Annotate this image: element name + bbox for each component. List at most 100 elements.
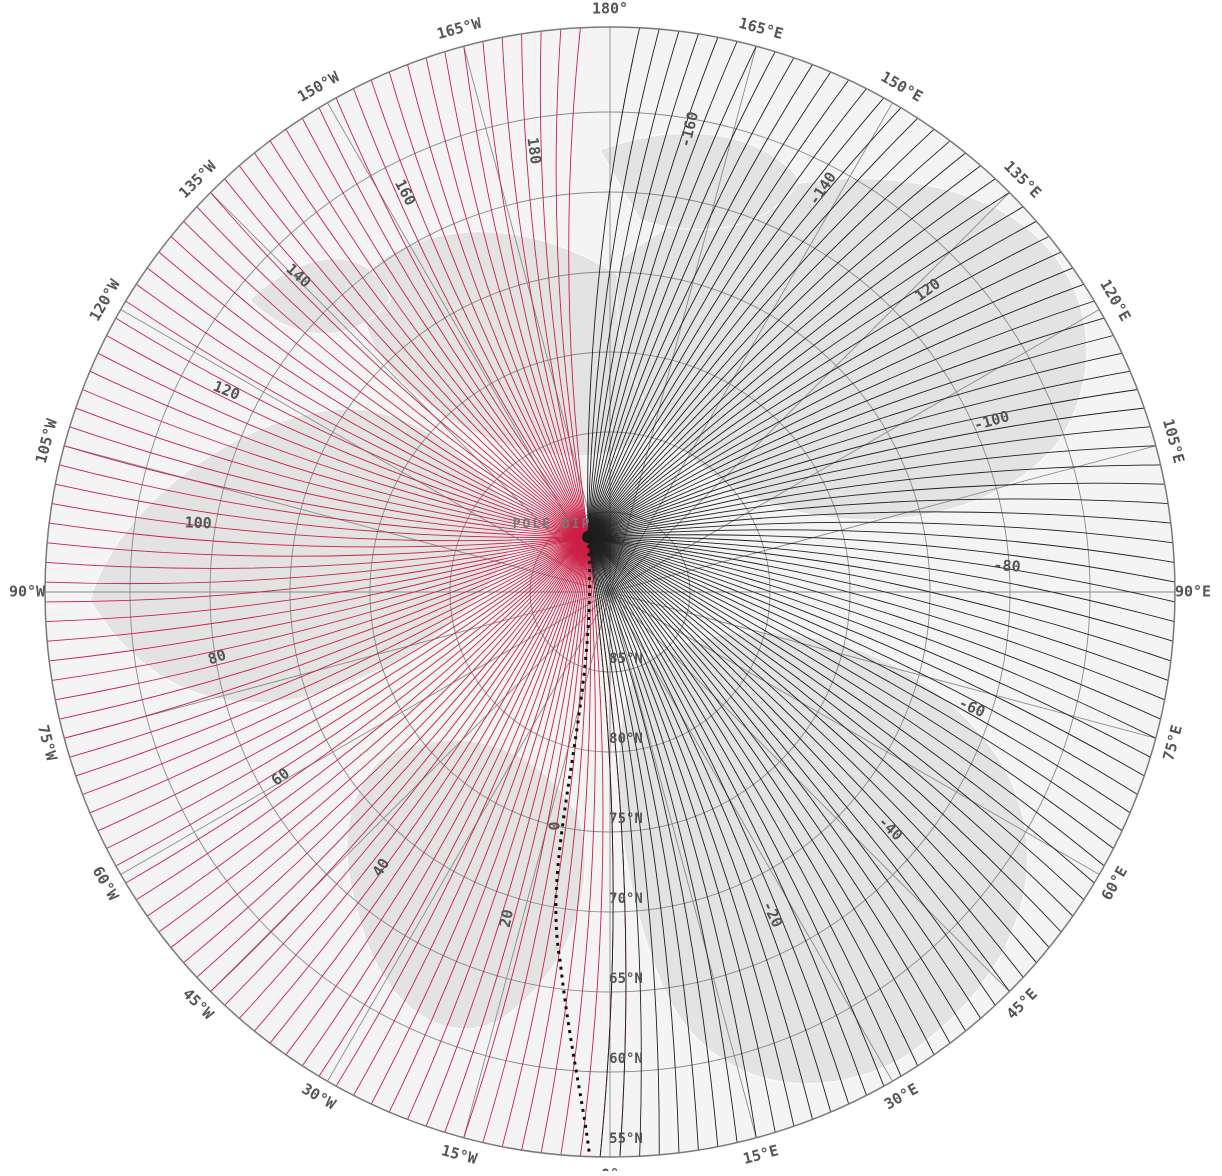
isogonic-line-east (587, 536, 738, 1143)
longitude-label: 75°W (34, 723, 61, 763)
isogonic-line-west (183, 536, 589, 964)
isogonic-line-east (587, 536, 1010, 992)
isogonic-line-west (106, 536, 589, 849)
isogonic-line-east (587, 536, 1138, 795)
longitude-label: 0° (601, 1166, 619, 1172)
isogonic-line-east (587, 536, 1074, 917)
isogonic-line-west (335, 97, 589, 538)
latitude-label: 70°N (609, 891, 643, 907)
isogonic-line-west (135, 283, 589, 538)
isogonic-line-west (254, 152, 589, 538)
meridian-line (609, 591, 757, 1138)
isogonic-line-west (115, 536, 589, 867)
isogonic-line-east (587, 521, 1173, 544)
isogonic-line-east (587, 267, 1073, 538)
isogonic-line-west (75, 407, 589, 538)
isogonic-line-west (170, 236, 589, 538)
isogonic-line-east (587, 88, 867, 538)
isogonic-line-east (587, 536, 1161, 720)
isogonic-line-east (587, 536, 1171, 662)
latitude-label: 85°N (609, 651, 643, 667)
isogonic-line-west (388, 71, 589, 538)
isogonic-line-east (587, 536, 1095, 884)
isogonic-line-east (587, 335, 1114, 538)
meridian-line (463, 46, 611, 593)
longitude-label: 15°W (439, 1141, 479, 1168)
isogonic-value-label-west: 180 (523, 136, 545, 165)
isogonic-line-east (587, 536, 614, 1157)
isogonic-line-east (587, 97, 885, 538)
isogonic-line-west (301, 117, 589, 538)
isogonic-line-west (579, 536, 604, 1157)
isogonic-line-west (115, 317, 589, 538)
isogonic-line-west (318, 536, 589, 1077)
isogonic-line-east (587, 536, 832, 1113)
isogonic-line-east (587, 79, 850, 538)
isogonic-line-east (587, 152, 966, 538)
isogonic-value-label-west: 20 (496, 908, 517, 929)
isogonic-line-west (254, 536, 589, 1032)
isogonic-line-east (587, 128, 935, 538)
isogonic-line-east (587, 536, 757, 1138)
isogonic-line-west (59, 464, 589, 538)
latitude-label: 80°N (609, 731, 643, 747)
isogonic-line-east (587, 536, 1156, 739)
isogonic-line-west (482, 536, 589, 1143)
longitude-label: 165°W (435, 14, 484, 43)
isogonic-line-west (463, 536, 589, 1138)
isogonic-line-east (587, 536, 1145, 777)
isogonic-line-east (587, 220, 1037, 538)
isogonic-line-east (587, 536, 813, 1120)
isogonic-line-west (444, 51, 589, 538)
longitude-label: 105°W (32, 416, 61, 465)
dip-pole-marker (582, 531, 594, 543)
isogonic-line-west (47, 536, 589, 642)
isogonic-line-west (45, 536, 589, 623)
isogonic-line-east (587, 536, 867, 1096)
isogonic-line-east (587, 536, 1085, 901)
isogonic-line-west (125, 536, 589, 884)
isogonic-line-west (49, 522, 589, 548)
isogonic-line-east (587, 389, 1138, 538)
isogonic-line-west (425, 536, 589, 1127)
isogonic-line-east (587, 482, 1165, 538)
meridian-line (609, 591, 1100, 875)
isogonic-line-east (587, 536, 935, 1056)
isogonic-line-east (587, 206, 1024, 538)
isogonic-line-east (587, 536, 699, 1151)
isogonic-line-west (69, 536, 589, 758)
meridian-line (210, 591, 611, 992)
isogonic-line-east (587, 107, 902, 538)
isogonic-line-west (82, 536, 589, 795)
map-border (44, 26, 1176, 1158)
isogonic-line-west (407, 64, 589, 538)
isogonic-line-east (587, 536, 642, 1157)
isogonic-line-west (51, 503, 589, 542)
isogonic-line-east (587, 536, 850, 1105)
isogonic-line-east (587, 536, 776, 1133)
isogonic-line-west (45, 536, 589, 603)
meridian-line (327, 591, 611, 1082)
isogonic-line-east (587, 536, 966, 1032)
agonic-line (554, 536, 592, 1157)
isogonic-line-west (170, 536, 589, 948)
isogonic-line-east (587, 117, 919, 538)
isogonic-line-west (196, 536, 589, 978)
isogonic-line-east (587, 28, 660, 538)
isogonic-line-east (587, 536, 996, 1006)
latitude-label: 75°N (609, 811, 643, 827)
isogonic-line-west (210, 536, 589, 992)
meridian-line (64, 591, 611, 739)
isogonic-line-west (370, 536, 589, 1105)
isogonic-line-west (146, 536, 589, 917)
isogonic-line-east (587, 51, 776, 538)
isogonic-line-east (587, 41, 738, 538)
isogonic-line-west (388, 536, 589, 1113)
isogonic-line-east (587, 283, 1084, 538)
isogonic-line-west (196, 206, 589, 538)
isogonic-line-east (587, 46, 757, 538)
isogonic-line-east (587, 300, 1095, 538)
isogonic-line-west (568, 27, 589, 538)
pole-dip-label: POLE DIP (513, 517, 592, 532)
